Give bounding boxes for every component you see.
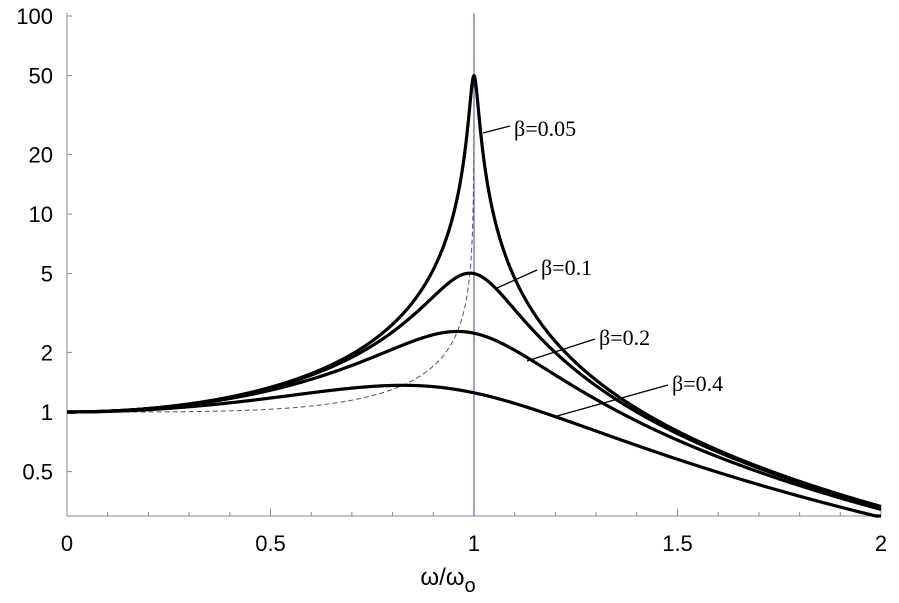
series-label: β=0.1: [541, 255, 592, 280]
series-label: β=0.05: [514, 116, 576, 141]
x-axis-label-subscript: o: [465, 575, 476, 597]
response-curve: [65, 383, 883, 518]
y-tick-label: 2: [41, 340, 53, 365]
y-tick-label: 1: [41, 400, 53, 425]
x-tick-label: 2: [875, 531, 887, 556]
series-label-leader: [482, 125, 511, 134]
x-tick-label: 0: [61, 531, 73, 556]
y-tick-label: 100: [16, 4, 53, 29]
x-axis-label: ω/ωo: [420, 564, 475, 597]
response-curve: [65, 329, 883, 511]
series-label-leader: [496, 269, 538, 289]
y-tick-label: 0.5: [22, 460, 53, 485]
y-tick-label: 20: [29, 142, 53, 167]
axes: 0 0.5 1 1.5 2 0.5 1 2 5 10 20 50 100: [16, 4, 887, 556]
y-tick-label: 10: [29, 202, 53, 227]
annotations: β=0.05 β=0.1 β=0.2 β=0.4: [482, 116, 723, 417]
y-tick-label: 5: [41, 262, 53, 287]
curves: [65, 13, 883, 518]
x-tick-label: 0.5: [255, 531, 286, 556]
peak-locus-dashed-curve: [68, 89, 475, 413]
x-tick-label: 1.5: [662, 531, 693, 556]
series-label-leader: [526, 338, 596, 362]
x-tick-label: 1: [468, 531, 480, 556]
series-label-leader: [556, 384, 669, 417]
series-label: β=0.4: [672, 371, 723, 396]
series-label: β=0.2: [599, 325, 650, 350]
y-tick-label: 50: [29, 64, 53, 89]
